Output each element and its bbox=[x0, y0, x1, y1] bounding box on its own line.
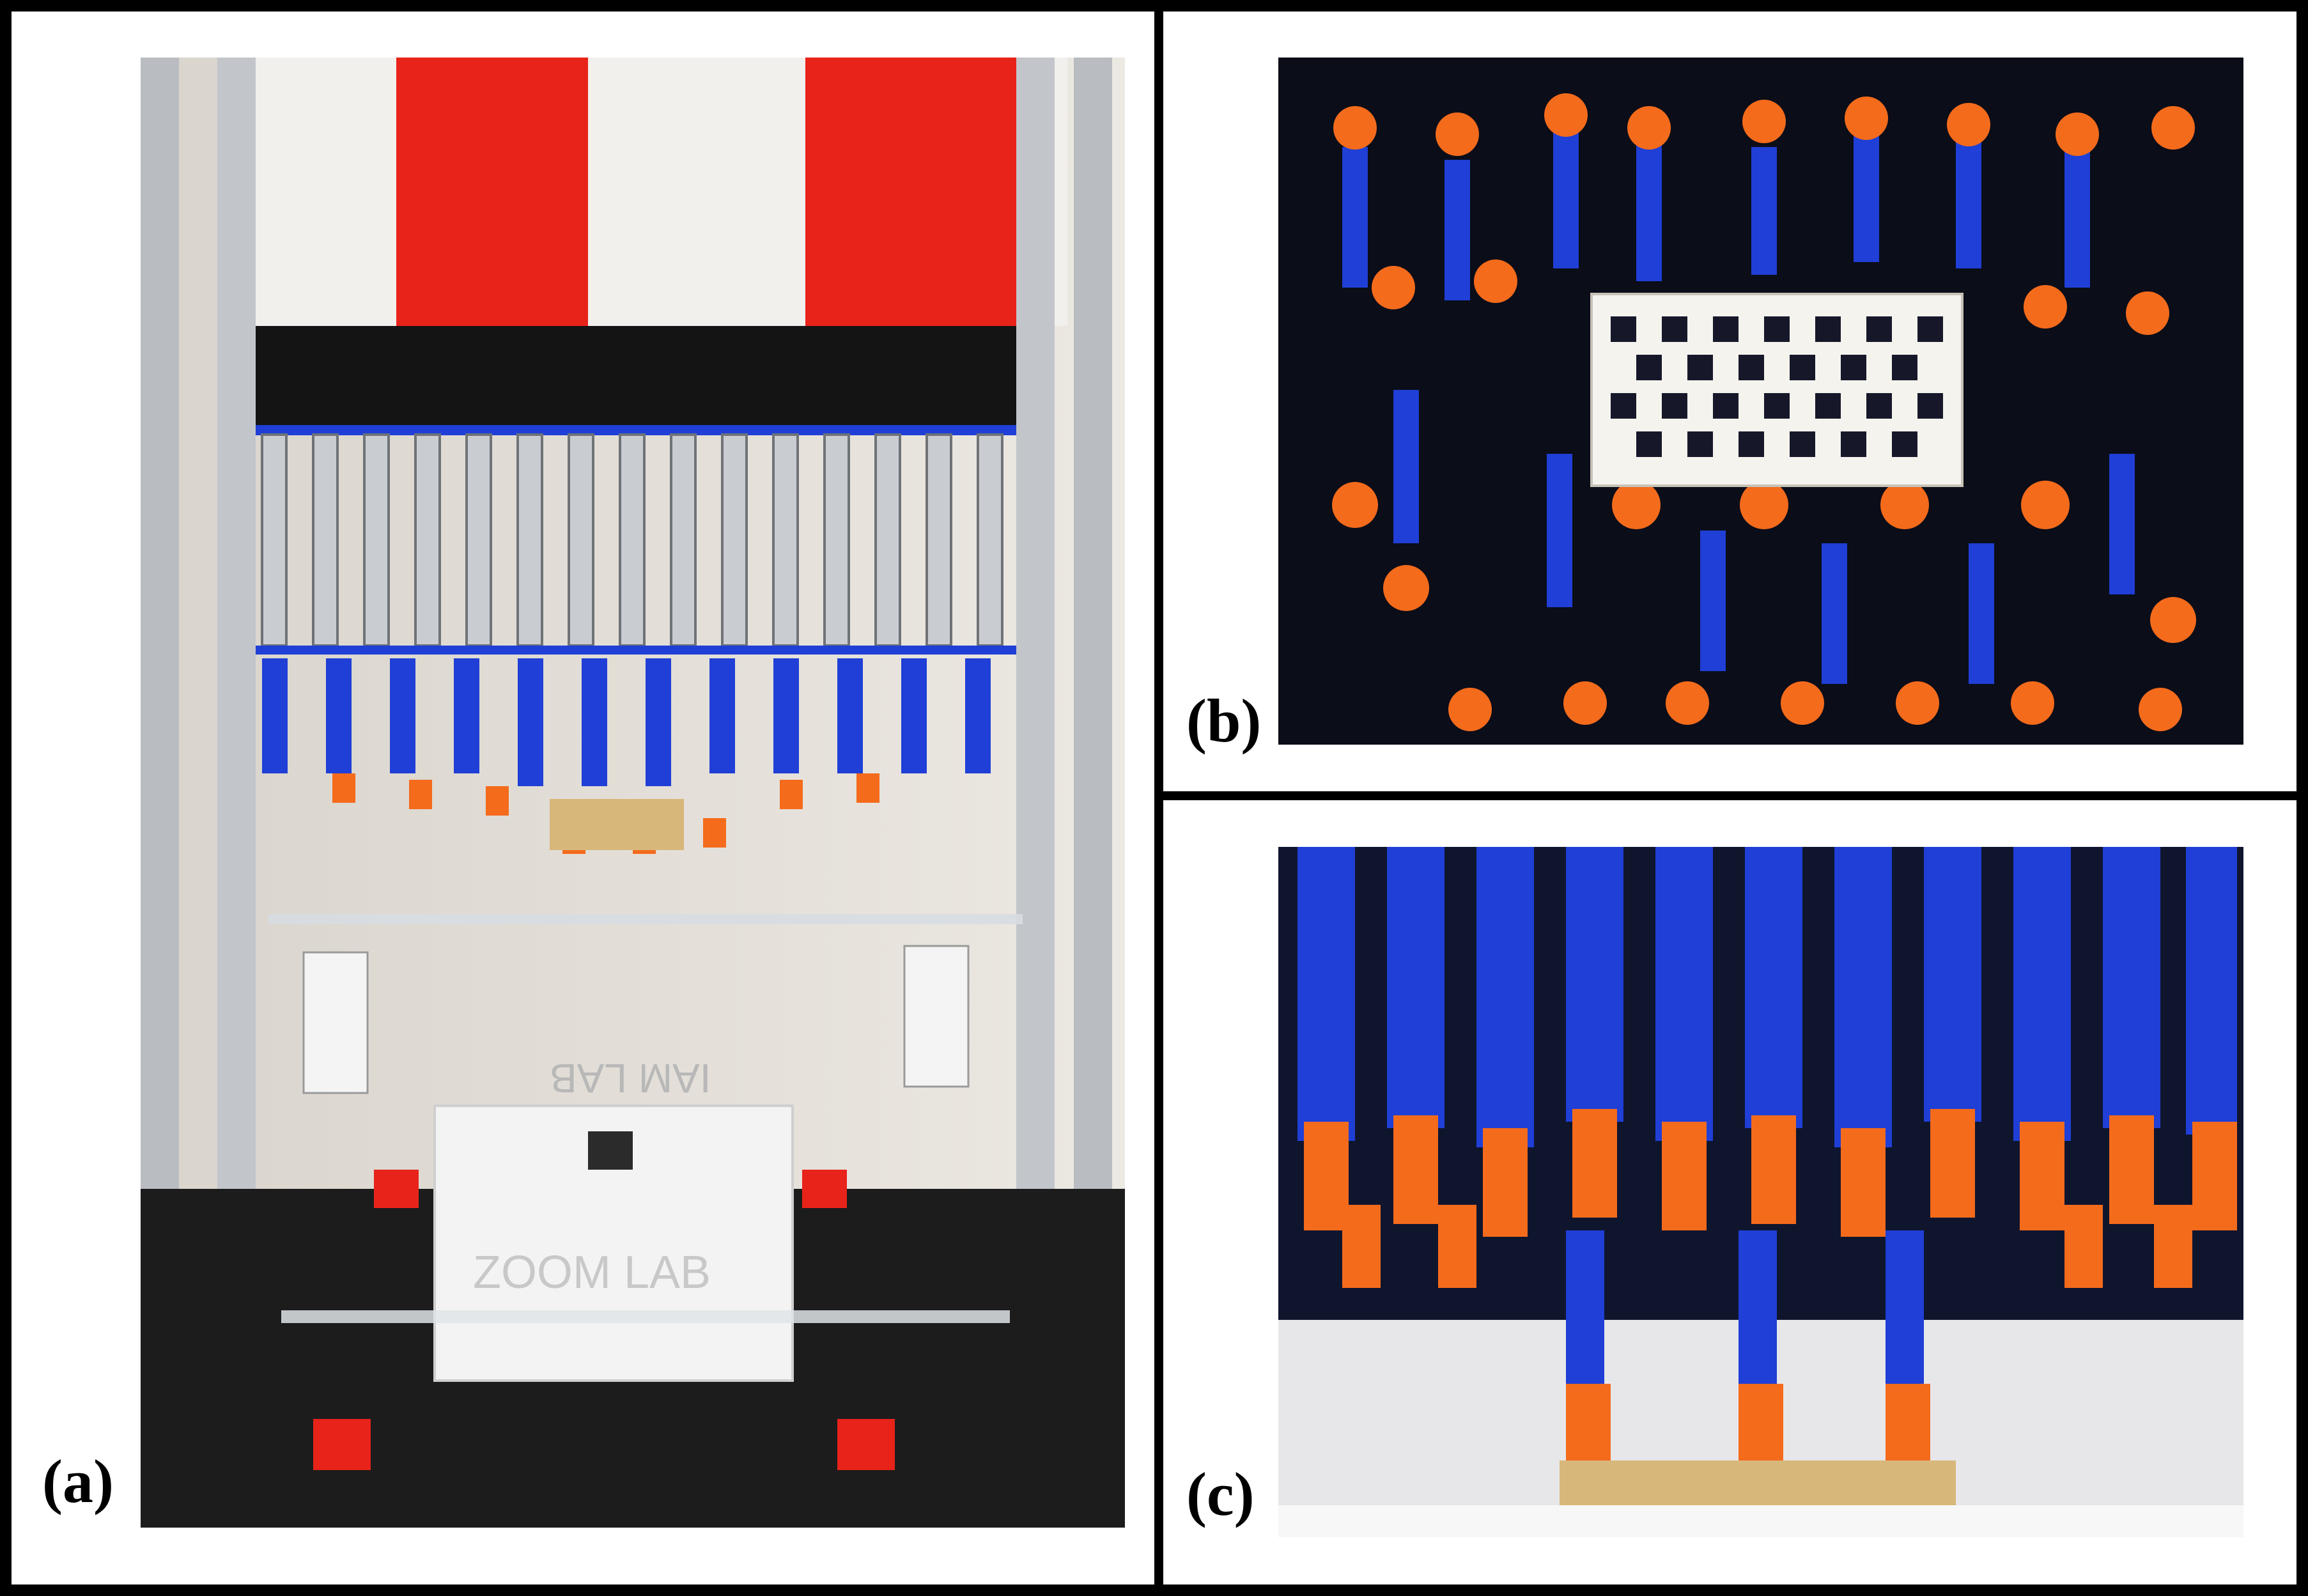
panel-a-box-text: ZOOM LAB bbox=[473, 1247, 711, 1298]
panel-c-image bbox=[1278, 847, 2243, 1537]
panel-a-label: (a) bbox=[38, 1451, 118, 1512]
panel-c-photo bbox=[1278, 847, 2243, 1537]
panel-a-photo: IAM LAB ZOOM LAB bbox=[141, 58, 1125, 1528]
panel-c-label: (c) bbox=[1182, 1464, 1259, 1525]
panel-b-image bbox=[1278, 58, 2243, 745]
checkerboard bbox=[1611, 316, 1943, 457]
horizontal-divider bbox=[1154, 791, 2308, 800]
panel-b-label: (b) bbox=[1182, 690, 1266, 752]
panel-b-photo bbox=[1278, 58, 2243, 745]
panel-a-top-sign: IAM LAB bbox=[550, 1055, 711, 1101]
panel-a-image bbox=[141, 58, 1125, 1528]
